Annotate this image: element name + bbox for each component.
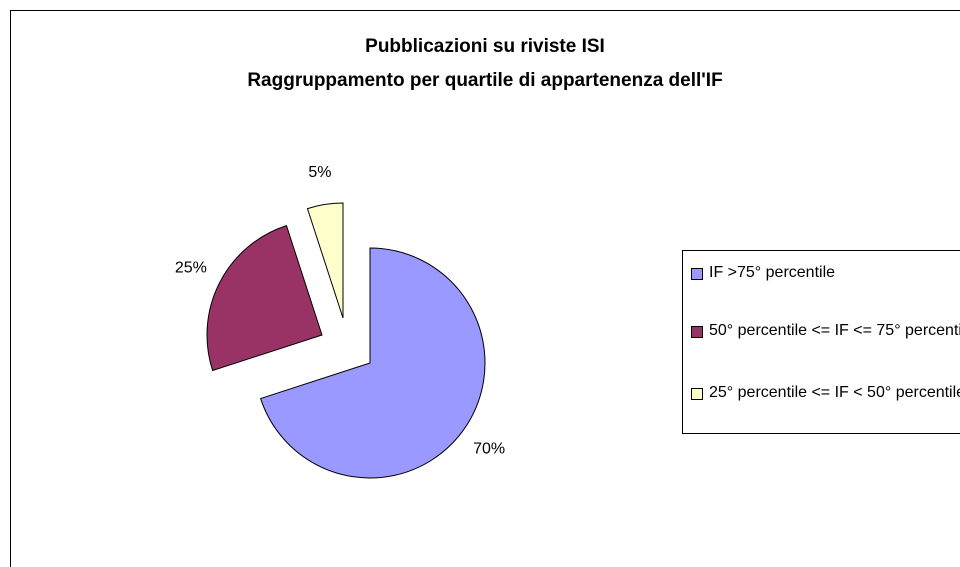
legend-label: IF >75° percentile <box>709 264 836 281</box>
pie-slice <box>259 247 486 479</box>
legend-swatch <box>691 326 703 338</box>
chart-subtitle: Raggruppamento per quartile di appartene… <box>247 70 722 91</box>
legend-label: 25° percentile <= IF < 50° percentile <box>709 384 960 401</box>
chart-title: Pubblicazioni su riviste ISI <box>365 36 605 57</box>
data-label: 70% <box>473 441 505 458</box>
legend-swatch <box>691 268 703 280</box>
legend-item: IF >75° percentile <box>691 259 960 287</box>
data-label: 5% <box>308 164 331 181</box>
pie-slice <box>306 202 344 319</box>
legend-item: 50° percentile <= IF <= 75° percentile <box>691 317 960 345</box>
legend-item: 25° percentile <= IF < 50° percentile <box>691 379 960 407</box>
pie-slice <box>206 224 323 372</box>
data-label: 25% <box>175 259 207 276</box>
legend-label: 50° percentile <= IF <= 75° percentile <box>709 322 960 339</box>
legend: IF >75° percentile 50° percentile <= IF <… <box>682 250 960 434</box>
legend-swatch <box>691 388 703 400</box>
